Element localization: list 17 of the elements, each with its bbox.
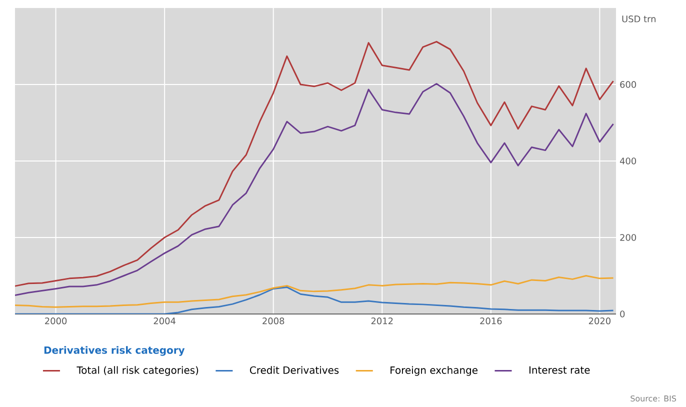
legend-label: Foreign exchange (390, 366, 478, 376)
x-tick-label: 2008 (262, 318, 284, 324)
legend-label: Interest rate (529, 366, 590, 374)
legend-label: Total (all risk categories) (76, 366, 198, 376)
y-tick-label: 0 (620, 310, 625, 318)
x-tick-label: 2020 (588, 318, 610, 324)
x-tick-label: 2012 (371, 318, 393, 324)
legend-label: Credit Derivatives (250, 366, 339, 374)
y-tick-label: 200 (620, 234, 636, 241)
line-series (15, 40, 614, 287)
x-tick-label: 2000 (45, 318, 67, 324)
legend-title: Derivatives risk category (44, 346, 185, 356)
y-axis-title: USD trn (622, 16, 656, 22)
x-tick-label: 2016 (480, 318, 502, 324)
y-tick-label: 400 (620, 158, 636, 164)
x-tick-label: 2004 (154, 318, 176, 324)
y-tick-label: 600 (620, 81, 636, 88)
